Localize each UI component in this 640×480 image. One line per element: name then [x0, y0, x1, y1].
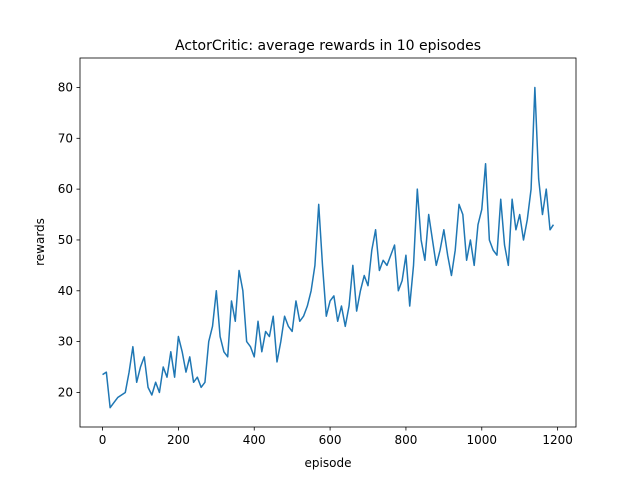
x-tick-label: 200	[167, 433, 190, 447]
y-tick-label: 30	[58, 335, 73, 349]
x-axis-label: episode	[305, 456, 352, 470]
x-tick-label: 1000	[467, 433, 498, 447]
plot-frame	[79, 57, 577, 428]
chart-title: ActorCritic: average rewards in 10 episo…	[175, 38, 481, 54]
y-tick-label: 20	[58, 385, 73, 399]
y-tick-label: 80	[58, 80, 73, 94]
x-tick-label: 0	[99, 433, 107, 447]
x-tick-label: 400	[243, 433, 266, 447]
x-tick-label: 1200	[542, 433, 573, 447]
x-tick-label: 600	[319, 433, 342, 447]
y-tick-label: 40	[58, 284, 73, 298]
y-tick-label: 50	[58, 233, 73, 247]
line	[102, 86, 555, 409]
y-tick-label: 70	[58, 131, 73, 145]
y-tick-label: 60	[58, 182, 73, 196]
y-axis-label: rewards	[33, 218, 47, 266]
x-tick-label: 800	[394, 433, 417, 447]
